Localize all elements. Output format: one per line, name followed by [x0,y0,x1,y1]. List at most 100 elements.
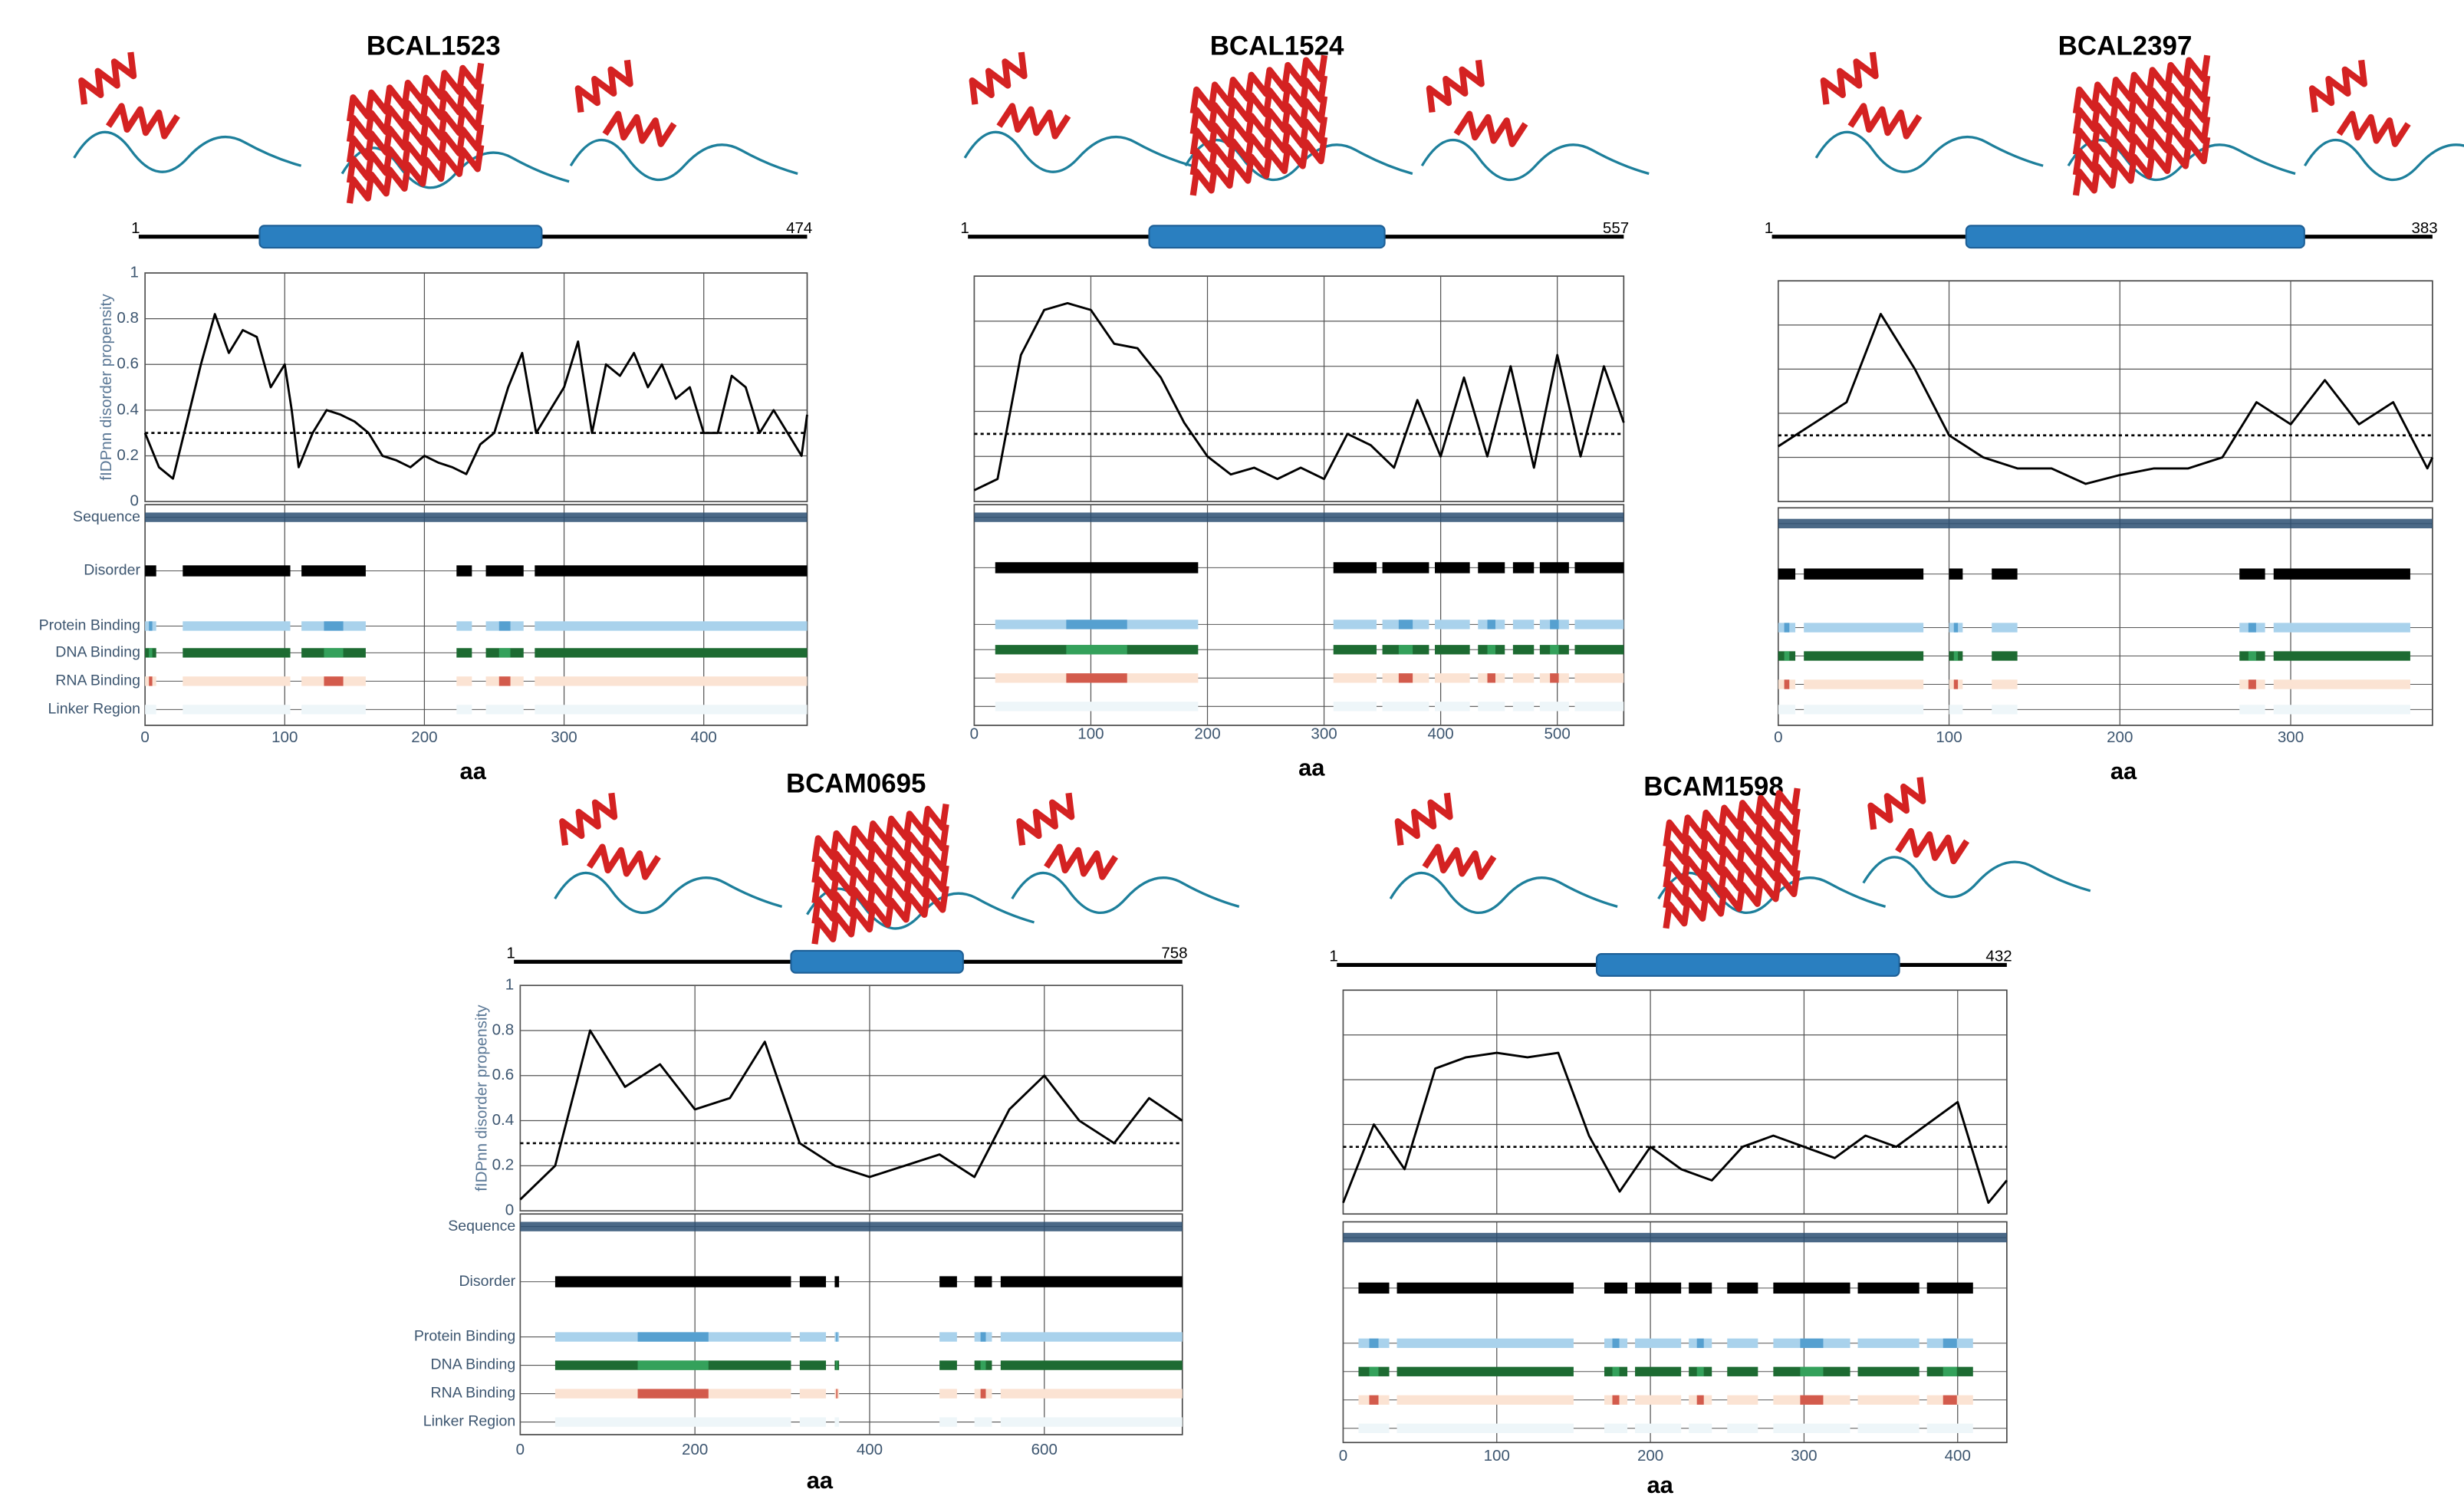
track-frame [519,1213,1183,1435]
track-segment [301,705,366,715]
track-frame [1342,1221,2008,1444]
helix [574,59,633,113]
track-segment [1358,1282,1390,1294]
track-accent [149,621,153,631]
track-segment [456,648,472,658]
x-tick-label: 400 [1945,1447,1971,1465]
track-segment [485,565,524,577]
track-segment [1478,562,1505,574]
track-segment [2239,705,2265,715]
track-accent [1398,673,1413,683]
track-segment [535,648,808,658]
track-accent [1953,651,1959,661]
track-segment [2273,623,2410,633]
track-segment [799,1360,827,1370]
track-segment [1435,562,1470,574]
coil [569,138,798,182]
track-segment [834,1417,840,1427]
track-segment [183,648,291,658]
track-segment [799,1389,827,1399]
track-segment [939,1389,957,1399]
coil [2067,138,2296,182]
coil [1862,856,2091,899]
y-tick-label: 0.4 [492,1111,515,1129]
helix [1422,843,1497,880]
helix [1016,792,1075,846]
track-segment [2273,568,2410,580]
track-accent [836,1389,838,1399]
helix [2072,75,2211,135]
track-segment [1333,673,1377,683]
track-segment [1539,562,1569,574]
track-segment [1727,1395,1758,1405]
y-tick-label: 0.4 [117,400,139,418]
track-accent [1550,620,1559,630]
x-tick-label: 400 [691,728,717,746]
helix [346,124,485,183]
y-tick-label: 0.2 [492,1156,515,1174]
panel: BCAM0695 1 758 0 0.2 0.4 0.6 0.8 1 fIDPnn disorde… [414,768,1240,1494]
helix [811,824,949,883]
track-segment [1512,645,1535,655]
coil [1011,871,1240,914]
track-accent [1612,1366,1620,1376]
track-accent [149,676,153,686]
track-segment [2273,705,2410,715]
track-segment [1727,1282,1758,1294]
x-axis-label: aa [1298,754,1325,781]
track-accent [1398,645,1413,655]
x-axis-label: aa [460,758,487,784]
track-segment [1435,620,1470,630]
helix [78,51,137,105]
y-tick-label: 0 [130,491,138,509]
y-tick-label: 0 [505,1202,514,1219]
helix [1867,777,1926,830]
track-segment [1926,1282,1973,1294]
helix [2072,96,2211,155]
helix [1453,110,1528,147]
coil [1657,871,1887,914]
coil [963,130,1193,173]
track-segment [1949,568,1963,580]
track-segment [1949,705,1963,715]
track-segment [1857,1338,1920,1348]
structure [1389,777,2091,929]
track-segment [1396,1338,1574,1348]
helix [105,103,180,140]
track-accent [324,648,344,658]
track-accent [1784,651,1790,661]
track-label: Linker Region [48,701,140,718]
track-segment [1804,679,1924,689]
propensity-line [519,1029,1183,1201]
track-accent [836,1360,838,1370]
track-segment [834,1276,840,1287]
track-segment [1689,1423,1712,1433]
track-segment [145,705,156,715]
track-accent [1487,645,1495,655]
track-segment [1512,673,1535,683]
coil [2303,138,2464,182]
track-segment [1604,1423,1628,1433]
helix [1394,792,1453,846]
track-segment [1635,1282,1682,1294]
track-segment [2239,568,2265,580]
x-tick-label: 200 [411,728,437,746]
helix [346,83,485,143]
track-frame [973,504,1625,726]
track-segment [1382,562,1429,574]
helix [1044,843,1118,880]
helix [1426,59,1485,113]
coil [1184,138,1413,182]
track-segment [1435,673,1470,683]
track-segment [939,1332,957,1342]
track-accent [637,1332,709,1342]
domain [790,949,964,974]
structure [1814,51,2464,196]
x-tick-label: 0 [516,1441,525,1458]
track-segment [1000,1332,1183,1342]
track-accent [1943,1366,1957,1376]
track-segment [1857,1395,1920,1405]
track-accent [637,1360,709,1370]
track-accent [637,1389,709,1399]
